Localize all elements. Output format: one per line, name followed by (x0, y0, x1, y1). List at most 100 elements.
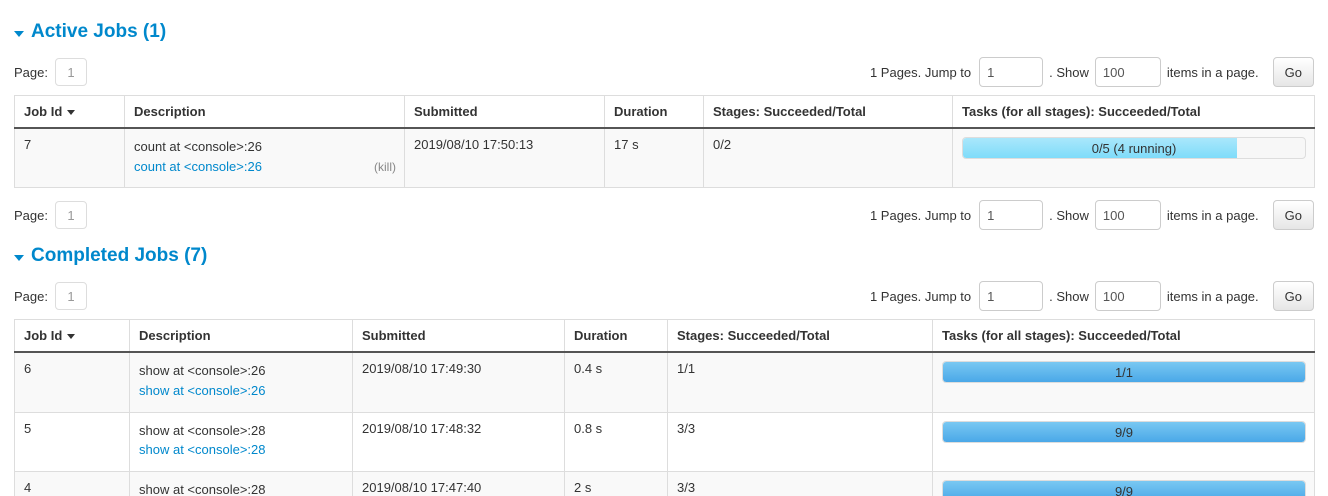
cell-submitted: 2019/08/10 17:47:40 (352, 470, 565, 496)
tasks-progress-bar: 1/1 (942, 361, 1306, 384)
tasks-progress-bar: 0/5 (4 running) (962, 137, 1306, 159)
progress-label: 1/1 (1114, 365, 1134, 381)
show-text: . Show (1049, 64, 1089, 80)
progress-fill (963, 138, 1237, 158)
column-header-tasks[interactable]: Tasks (for all stages): Succeeded/Total (952, 95, 1315, 129)
items-per-page-input[interactable] (1094, 57, 1161, 87)
active-pager-top: Page: 1 1 Pages. Jump to . Show items in… (14, 57, 1314, 87)
progress-label: 0/5 (4 running) (1091, 141, 1177, 156)
completed-jobs-title: Completed Jobs (7) (31, 245, 208, 267)
cell-stages: 3/3 (667, 411, 933, 472)
cell-tasks: 1/1 (932, 351, 1315, 413)
column-header-description[interactable]: Description (129, 319, 353, 354)
table-row: 5 show at <console>:28 show at <console>… (14, 411, 1315, 472)
cell-stages: 3/3 (667, 470, 933, 496)
description-text: show at <console>:28 (139, 481, 266, 496)
cell-description: count at <console>:26 count at <console>… (124, 127, 405, 189)
progress-fill (943, 480, 1305, 496)
description-text: show at <console>:28 (139, 422, 266, 438)
column-header-stages[interactable]: Stages: Succeeded/Total (703, 95, 953, 129)
cell-submitted: 2019/08/10 17:48:32 (352, 411, 565, 472)
column-header-submitted[interactable]: Submitted (404, 95, 605, 129)
cell-job-id: 5 (14, 411, 130, 472)
active-jobs-title: Active Jobs (1) (31, 21, 167, 42)
description-link[interactable]: count at <console>:26 (134, 158, 262, 174)
table-row: 6 show at <console>:26 show at <console>… (14, 351, 1315, 413)
pages-jump-text: 1 Pages. Jump to (869, 288, 972, 304)
description-link[interactable]: show at <console>:28 (139, 442, 266, 458)
kill-link[interactable]: (kill) (374, 159, 396, 174)
column-header-stages[interactable]: Stages: Succeeded/Total (667, 319, 933, 354)
column-header-duration[interactable]: Duration (564, 319, 668, 354)
go-button[interactable]: Go (1272, 281, 1314, 312)
column-header-submitted[interactable]: Submitted (352, 319, 565, 354)
cell-stages: 0/2 (703, 127, 953, 189)
cell-duration: 2 s (564, 470, 668, 496)
page-label: Page: (14, 288, 48, 304)
go-button[interactable]: Go (1272, 200, 1314, 231)
cell-job-id: 7 (14, 127, 125, 189)
column-label: Job Id (24, 328, 63, 344)
items-per-page-input[interactable] (1094, 281, 1161, 312)
items-per-page-input[interactable] (1094, 200, 1161, 231)
page-label: Page: (14, 64, 48, 80)
tasks-progress-bar: 9/9 (942, 420, 1306, 443)
cell-tasks: 9/9 (932, 470, 1315, 496)
cell-job-id: 4 (14, 470, 130, 496)
progress-label: 9/9 (1114, 483, 1134, 496)
table-header-row: Job Id Description Submitted Duration St… (14, 95, 1315, 129)
show-text: . Show (1049, 288, 1089, 304)
current-page-indicator[interactable]: 1 (54, 58, 87, 86)
completed-jobs-header[interactable]: Completed Jobs (7) (14, 246, 1314, 265)
cell-tasks: 0/5 (4 running) (952, 127, 1315, 189)
current-page-indicator[interactable]: 1 (54, 201, 87, 230)
caret-down-icon (14, 254, 24, 261)
cell-description: show at <console>:26 show at <console>:2… (129, 351, 353, 413)
description-text: count at <console>:26 (134, 139, 262, 154)
cell-tasks: 9/9 (932, 411, 1315, 472)
go-button[interactable]: Go (1272, 57, 1314, 87)
active-jobs-header[interactable]: Active Jobs (1) (14, 22, 1314, 41)
pages-jump-text: 1 Pages. Jump to (869, 207, 972, 223)
jump-to-page-input[interactable] (979, 281, 1044, 312)
sort-desc-icon (67, 110, 76, 115)
table-row: 7 count at <console>:26 count at <consol… (14, 127, 1315, 189)
active-pager-bottom: Page: 1 1 Pages. Jump to . Show items in… (14, 200, 1314, 231)
table-header-row: Job Id Description Submitted Duration St… (14, 319, 1315, 354)
page-label: Page: (14, 207, 48, 223)
completed-pager-top: Page: 1 1 Pages. Jump to . Show items in… (14, 281, 1314, 312)
current-page-indicator[interactable]: 1 (54, 282, 87, 311)
column-header-duration[interactable]: Duration (604, 95, 704, 129)
completed-jobs-table: Job Id Description Submitted Duration St… (14, 319, 1315, 496)
items-in-page-text: items in a page. (1166, 207, 1259, 223)
jump-to-page-input[interactable] (979, 57, 1044, 87)
column-header-tasks[interactable]: Tasks (for all stages): Succeeded/Total (932, 319, 1315, 354)
cell-job-id: 6 (14, 351, 130, 413)
column-header-job-id[interactable]: Job Id (14, 95, 125, 129)
progress-label: 9/9 (1114, 424, 1134, 440)
column-label: Job Id (24, 104, 63, 119)
active-jobs-table: Job Id Description Submitted Duration St… (14, 95, 1315, 189)
cell-stages: 1/1 (667, 351, 933, 413)
sort-desc-icon (67, 334, 76, 340)
cell-description: show at <console>:28 show at <console>:2… (129, 411, 353, 472)
description-link[interactable]: show at <console>:26 (139, 382, 266, 398)
items-in-page-text: items in a page. (1166, 64, 1259, 80)
cell-submitted: 2019/08/10 17:50:13 (404, 127, 605, 189)
caret-down-icon (14, 30, 24, 37)
pages-jump-text: 1 Pages. Jump to (869, 64, 972, 80)
tasks-progress-bar: 9/9 (942, 479, 1306, 496)
cell-duration: 0.4 s (564, 351, 668, 413)
items-in-page-text: items in a page. (1166, 288, 1259, 304)
column-header-job-id[interactable]: Job Id (14, 319, 130, 354)
cell-submitted: 2019/08/10 17:49:30 (352, 351, 565, 413)
cell-duration: 0.8 s (564, 411, 668, 472)
progress-fill (943, 362, 1305, 383)
column-header-description[interactable]: Description (124, 95, 405, 129)
table-row: 4 show at <console>:28 show at <console>… (14, 470, 1315, 496)
progress-fill (943, 421, 1305, 442)
show-text: . Show (1049, 207, 1089, 223)
jump-to-page-input[interactable] (979, 200, 1044, 231)
cell-description: show at <console>:28 show at <console>:2… (129, 470, 353, 496)
